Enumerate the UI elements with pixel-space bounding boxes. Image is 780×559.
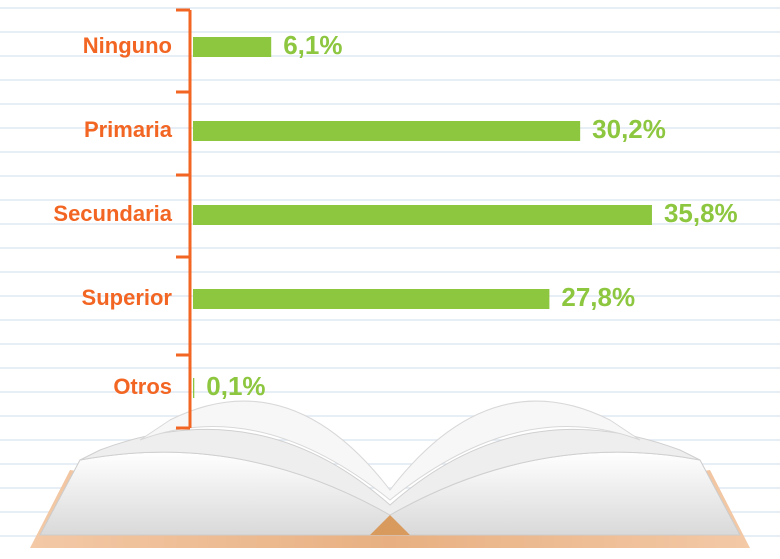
category-label: Secundaria [53, 201, 172, 226]
category-axis [176, 8, 192, 430]
book [30, 400, 750, 548]
bar [193, 205, 652, 225]
bar [193, 378, 195, 398]
bar [193, 289, 550, 309]
bar [193, 121, 581, 141]
category-label: Otros [113, 374, 172, 399]
value-label: 27,8% [561, 282, 635, 312]
value-label: 30,2% [592, 114, 666, 144]
category-label: Primaria [84, 117, 173, 142]
value-label: 6,1% [283, 30, 342, 60]
value-label: 0,1% [206, 371, 265, 401]
category-label: Superior [82, 285, 173, 310]
category-label: Ninguno [83, 33, 172, 58]
bar [193, 37, 272, 57]
value-label: 35,8% [664, 198, 738, 228]
